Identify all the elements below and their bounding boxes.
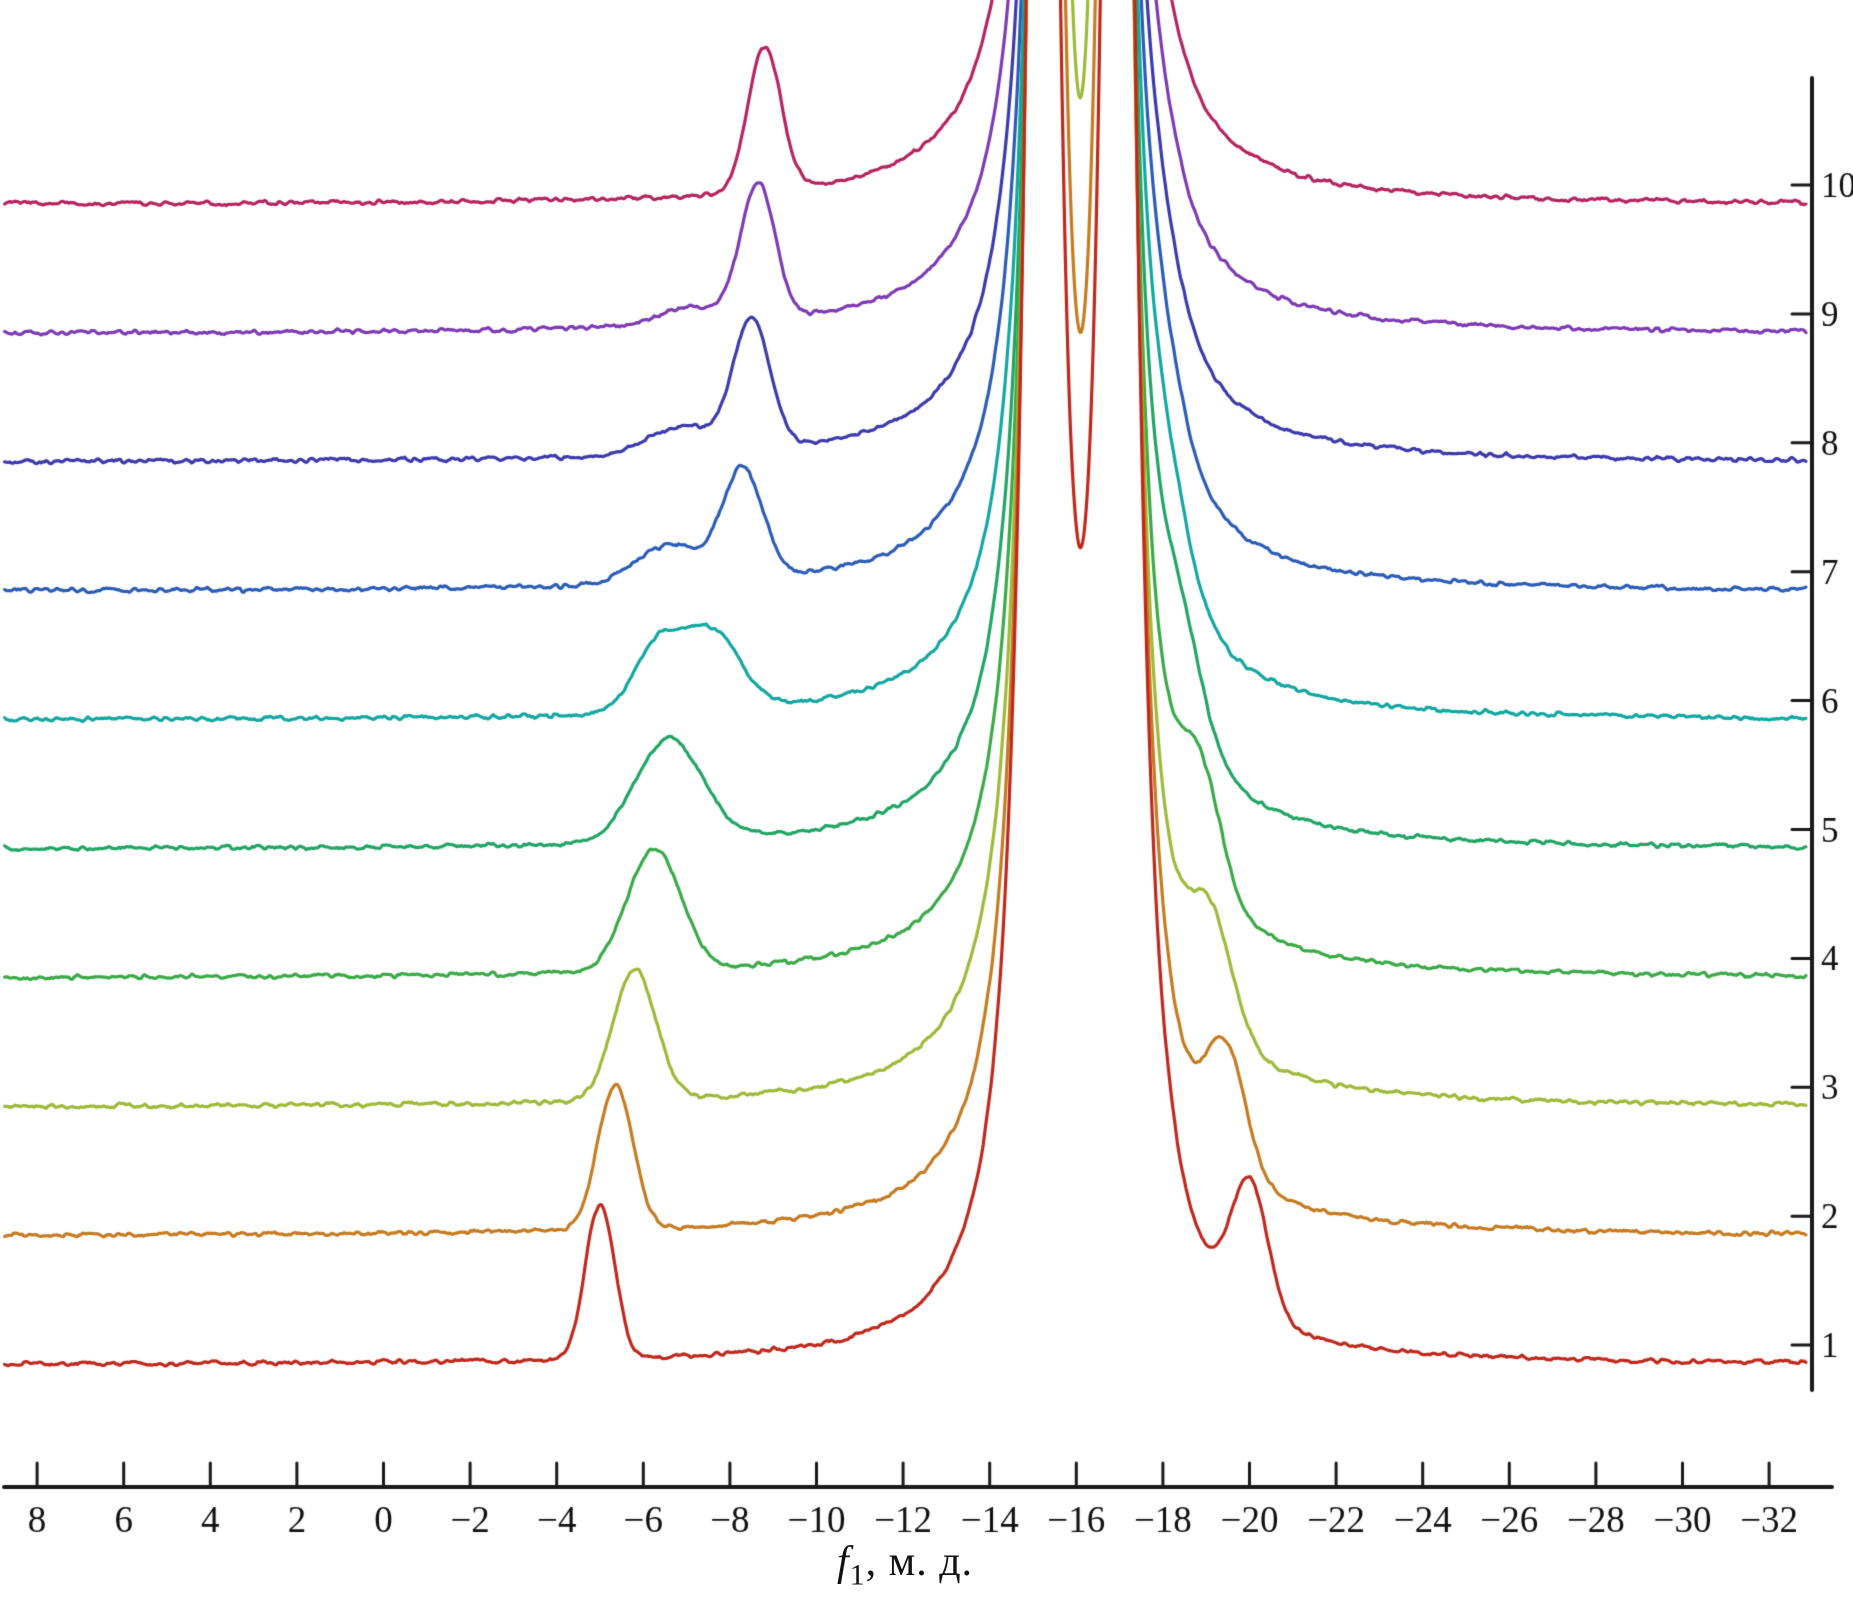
- x-axis-title-units: , м. д.: [865, 1539, 974, 1585]
- x-axis-title: f1, м. д.: [0, 1538, 1810, 1592]
- x-axis-title-subscript: 1: [849, 1558, 866, 1592]
- x-axis-title-symbol: f: [836, 1539, 850, 1585]
